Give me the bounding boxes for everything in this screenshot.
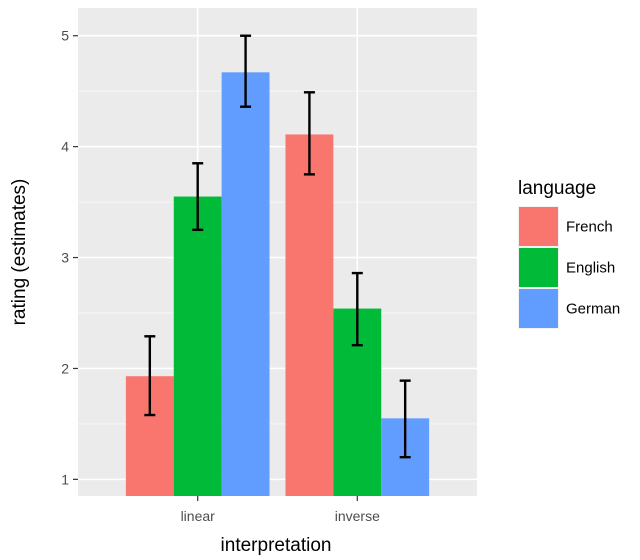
error-bar-german-inverse bbox=[399, 379, 411, 459]
legend-key-swatch bbox=[519, 207, 558, 246]
legend-label: French bbox=[566, 219, 613, 236]
y-tick-label: 2 bbox=[61, 360, 69, 376]
legend-label: German bbox=[566, 301, 620, 318]
y-tick-label: 3 bbox=[61, 250, 69, 266]
x-axis: linear inverse bbox=[181, 496, 380, 524]
legend-item-english: English bbox=[518, 247, 615, 288]
legend-item-french: French bbox=[518, 206, 613, 247]
error-bar-english-linear bbox=[192, 162, 204, 232]
legend-title: language bbox=[518, 178, 596, 199]
y-axis: 1 2 3 4 5 bbox=[61, 28, 78, 487]
error-bar-german-linear bbox=[240, 34, 252, 108]
y-tick-label: 4 bbox=[61, 139, 69, 155]
legend-item-german: German bbox=[518, 288, 620, 329]
bar-french-inverse bbox=[285, 134, 334, 496]
x-tick-label: linear bbox=[181, 508, 216, 524]
bars bbox=[125, 72, 430, 496]
legend-label: English bbox=[566, 260, 615, 277]
bar-german-linear bbox=[221, 72, 270, 496]
legend: French English German bbox=[518, 206, 620, 329]
y-tick-label: 1 bbox=[61, 471, 69, 487]
y-tick-label: 5 bbox=[61, 28, 69, 44]
x-axis-title: interpretation bbox=[221, 535, 332, 556]
error-bar-english-inverse bbox=[351, 271, 363, 347]
legend-key-swatch bbox=[519, 248, 558, 287]
error-bars bbox=[144, 34, 411, 459]
error-bar-french-linear bbox=[144, 335, 156, 417]
y-axis-title: rating (estimates) bbox=[9, 179, 30, 326]
error-bar-french-inverse bbox=[303, 91, 315, 176]
bar-english-linear bbox=[173, 196, 222, 496]
legend-key-swatch bbox=[519, 289, 558, 328]
x-tick-label: inverse bbox=[335, 508, 380, 524]
